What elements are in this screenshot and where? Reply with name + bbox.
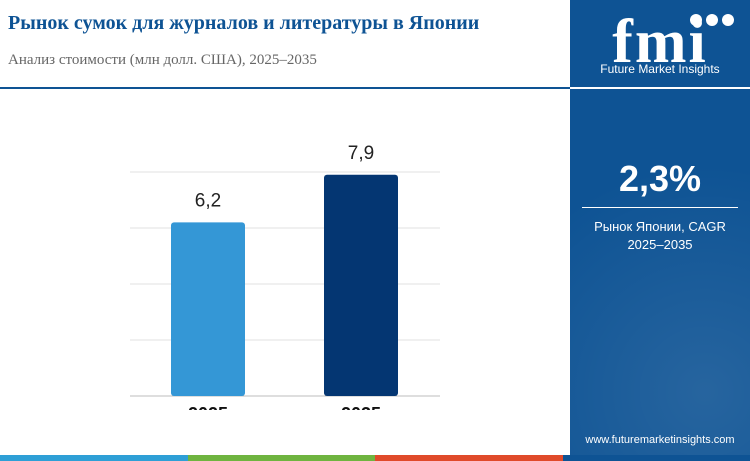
- fmi-logo: fmi: [612, 8, 734, 76]
- bottom-color-bar: [0, 455, 750, 461]
- cagr-label-period: 2025–2035: [627, 237, 693, 252]
- bar-chart: 6,2 2025 7,9 2035: [130, 143, 440, 410]
- bar-2025: [171, 222, 245, 396]
- panel-divider: [570, 87, 750, 89]
- info-panel: fmi Future Market Insights 2,3% Рынок Яп…: [570, 0, 750, 461]
- cagr-value: 2,3%: [618, 158, 702, 199]
- brand-name: Future Market Insights: [600, 62, 720, 76]
- x-tick-label-2035: 2035: [341, 404, 381, 410]
- bottom-bar-segment: [187, 455, 375, 461]
- chart-panel: Рынок сумок для журналов и литературы в …: [0, 12, 570, 410]
- bottom-bar-segment: [375, 455, 563, 461]
- website-link[interactable]: www.futuremarketinsights.com: [585, 434, 735, 446]
- x-tick-label-2025: 2025: [188, 404, 228, 410]
- bar-2035: [324, 174, 398, 396]
- cagr-label: Рынок Японии, CAGR 2025–2035: [570, 218, 750, 254]
- data-label-2025: 6,2: [195, 190, 221, 211]
- page-title: Рынок сумок для журналов и литературы в …: [8, 12, 480, 34]
- header-divider: [0, 87, 570, 89]
- cagr-divider: [582, 207, 738, 208]
- data-label-2035: 7,9: [348, 143, 374, 164]
- page-subtitle: Анализ стоимости (млн долл. США), 2025–2…: [8, 52, 317, 68]
- cagr-label-market: Рынок Японии, CAGR: [594, 219, 726, 234]
- bottom-bar-segment: [562, 455, 750, 461]
- bottom-bar-segment: [0, 455, 188, 461]
